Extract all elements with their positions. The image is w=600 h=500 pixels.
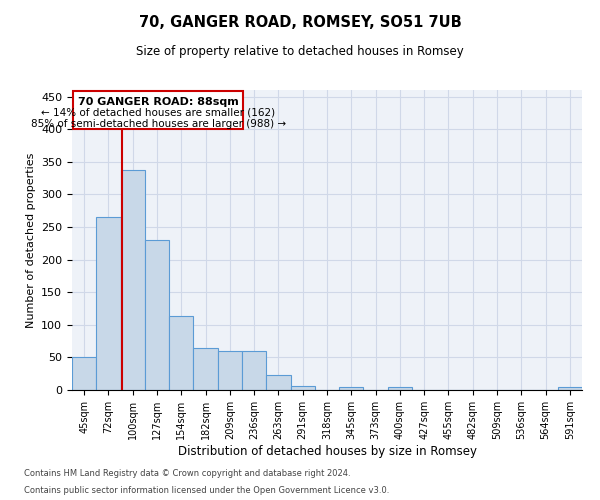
Text: Size of property relative to detached houses in Romsey: Size of property relative to detached ho… — [136, 45, 464, 58]
Bar — [218, 351, 242, 390]
Bar — [290, 386, 315, 390]
Text: 85% of semi-detached houses are larger (988) →: 85% of semi-detached houses are larger (… — [31, 118, 286, 128]
Bar — [193, 348, 218, 390]
Text: 70 GANGER ROAD: 88sqm: 70 GANGER ROAD: 88sqm — [78, 96, 239, 106]
Bar — [145, 240, 169, 390]
Bar — [121, 170, 145, 390]
Bar — [72, 358, 96, 390]
Bar — [73, 92, 243, 129]
Text: Contains HM Land Registry data © Crown copyright and database right 2024.: Contains HM Land Registry data © Crown c… — [24, 468, 350, 477]
X-axis label: Distribution of detached houses by size in Romsey: Distribution of detached houses by size … — [178, 444, 476, 458]
Bar — [96, 217, 121, 390]
Bar — [558, 388, 582, 390]
Text: 70, GANGER ROAD, ROMSEY, SO51 7UB: 70, GANGER ROAD, ROMSEY, SO51 7UB — [139, 15, 461, 30]
Bar — [339, 388, 364, 390]
Y-axis label: Number of detached properties: Number of detached properties — [26, 152, 35, 328]
Text: Contains public sector information licensed under the Open Government Licence v3: Contains public sector information licen… — [24, 486, 389, 495]
Bar — [169, 316, 193, 390]
Bar — [242, 351, 266, 390]
Bar — [388, 388, 412, 390]
Bar — [266, 375, 290, 390]
Text: ← 14% of detached houses are smaller (162): ← 14% of detached houses are smaller (16… — [41, 108, 275, 118]
